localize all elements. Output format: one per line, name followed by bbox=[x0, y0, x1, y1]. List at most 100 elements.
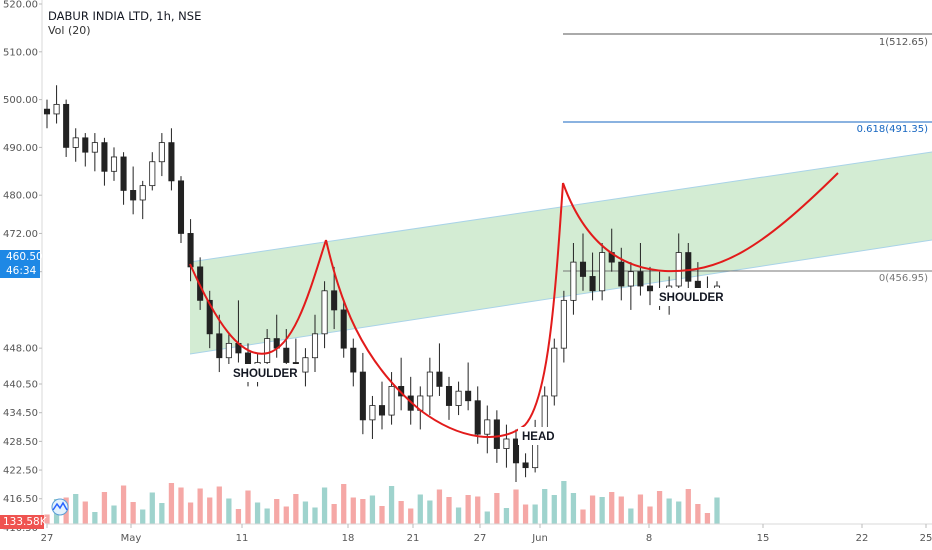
volume-bar bbox=[283, 506, 289, 524]
volume-indicator-label[interactable]: Vol (20) bbox=[48, 24, 91, 37]
volume-bar bbox=[130, 502, 136, 524]
volume-bar bbox=[159, 503, 165, 524]
volume-bar bbox=[369, 495, 376, 524]
price-tick-label: 480.00 bbox=[3, 191, 38, 202]
volume-bar bbox=[312, 507, 318, 524]
candle-body bbox=[445, 385, 453, 406]
symbol-title[interactable]: DABUR INDIA LTD, 1h, NSE bbox=[48, 9, 202, 23]
right-shoulder-label: SHOULDER bbox=[659, 292, 724, 304]
candle-body bbox=[675, 252, 682, 287]
candle-body bbox=[43, 108, 51, 115]
candle-body bbox=[484, 419, 491, 435]
time-tick-label: Jun bbox=[531, 533, 548, 544]
volume-bar bbox=[168, 483, 175, 524]
volume-bar bbox=[235, 509, 242, 524]
candle-body bbox=[331, 290, 338, 311]
volume-bar bbox=[609, 492, 615, 524]
time-tick-label: 8 bbox=[646, 533, 652, 544]
candle-body bbox=[646, 285, 654, 292]
candle-body bbox=[53, 103, 60, 115]
time-tick-label: 27 bbox=[474, 533, 487, 544]
price-tick-label: 422.50 bbox=[3, 466, 38, 477]
volume-bar bbox=[465, 495, 471, 524]
volume-bar bbox=[522, 504, 529, 524]
volume-bar bbox=[187, 502, 194, 524]
candle-body bbox=[283, 347, 290, 363]
candle-body bbox=[589, 276, 596, 292]
candle-body bbox=[72, 137, 79, 148]
volume-bar bbox=[475, 496, 481, 524]
volume-bar bbox=[685, 489, 691, 524]
volume-bar bbox=[647, 506, 653, 524]
candle-body bbox=[63, 103, 70, 148]
volume-bar bbox=[542, 489, 548, 524]
annotations: SHOULDER HEAD SHOULDER 1(512.65) 0.618(4… bbox=[228, 37, 928, 445]
tradingview-logo-icon bbox=[51, 498, 69, 516]
candle-body bbox=[474, 400, 481, 435]
candle-body bbox=[512, 438, 520, 464]
volume-bar bbox=[570, 493, 577, 524]
candle-body bbox=[120, 156, 127, 191]
volume-bar bbox=[149, 492, 155, 524]
volume-bar bbox=[360, 499, 366, 524]
price-tick-label: 428.50 bbox=[3, 437, 38, 448]
volume-bar bbox=[417, 494, 423, 524]
channel-fill bbox=[190, 152, 932, 354]
candle-body bbox=[637, 271, 644, 287]
volume-bar bbox=[178, 487, 184, 524]
time-axis: 27 May 11 18 21 27 Jun 8 15 22 25 bbox=[41, 523, 932, 544]
right-shoulder-curve bbox=[562, 172, 839, 273]
price-tick-label: 490.00 bbox=[3, 143, 38, 154]
volume-bar bbox=[532, 504, 538, 524]
candle-body bbox=[101, 142, 108, 172]
volume-bar bbox=[618, 496, 624, 524]
volume-bar bbox=[455, 507, 462, 524]
candle-body bbox=[503, 438, 510, 449]
volume-bars bbox=[44, 481, 720, 524]
price-tick-label: 520.00 bbox=[3, 0, 38, 11]
volume-bar bbox=[714, 497, 720, 524]
volume-bar bbox=[580, 509, 586, 524]
volume-bar bbox=[321, 487, 328, 524]
current-price-tag: 460.50 bbox=[0, 250, 43, 264]
candle-body bbox=[522, 462, 529, 469]
volume-bar bbox=[666, 498, 672, 524]
candle-body bbox=[436, 371, 443, 387]
candle-body bbox=[264, 338, 271, 363]
volume-bar bbox=[408, 508, 414, 524]
fib-label-1: 1(512.65) bbox=[879, 37, 928, 48]
candle-body bbox=[206, 299, 213, 335]
volume-bar bbox=[599, 497, 605, 524]
head-curve bbox=[325, 182, 564, 438]
time-tick-label: 27 bbox=[41, 533, 54, 544]
volume-bar bbox=[92, 512, 98, 524]
candle-body bbox=[378, 405, 386, 416]
volume-bar bbox=[427, 500, 433, 524]
volume-bar bbox=[695, 504, 701, 524]
candle-body bbox=[187, 233, 194, 268]
volume-bar bbox=[101, 492, 108, 524]
volume-bar bbox=[388, 486, 395, 524]
candle-body bbox=[369, 405, 376, 421]
volume-bar bbox=[589, 495, 596, 524]
time-tick-label: 15 bbox=[757, 533, 770, 544]
volume-bar bbox=[73, 494, 79, 524]
price-tick-label: 440.50 bbox=[3, 380, 38, 391]
price-tick-label: 472.00 bbox=[3, 229, 38, 240]
volume-bar bbox=[503, 508, 510, 524]
volume-bar bbox=[704, 513, 711, 524]
candle-body bbox=[110, 156, 118, 172]
time-tick-label: 25 bbox=[920, 533, 932, 544]
volume-bar bbox=[274, 499, 280, 524]
volume-bar bbox=[207, 497, 213, 524]
volume-bar bbox=[216, 486, 222, 524]
candle-body bbox=[426, 371, 433, 397]
volume-bar bbox=[676, 501, 682, 524]
candle-body bbox=[359, 371, 366, 421]
bar-countdown-tag: 46:34 bbox=[0, 264, 40, 278]
volume-value-tag: 133.58K bbox=[0, 515, 47, 529]
volume-bar bbox=[350, 497, 356, 524]
head-and-shoulders-pattern bbox=[189, 172, 839, 438]
candle-body bbox=[560, 299, 567, 349]
